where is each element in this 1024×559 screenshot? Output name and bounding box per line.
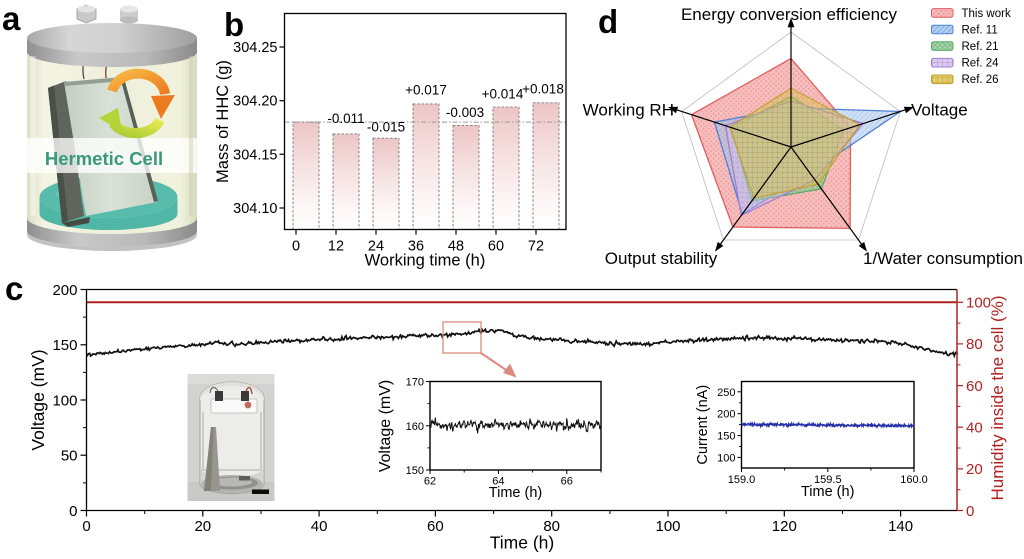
svg-text:62: 62 (424, 476, 436, 488)
svg-text:140: 140 (888, 518, 913, 535)
svg-text:100: 100 (717, 452, 735, 464)
svg-text:64: 64 (492, 476, 504, 488)
svg-text:304.25: 304.25 (233, 40, 277, 56)
svg-text:Time (h): Time (h) (801, 484, 854, 500)
svg-text:150: 150 (52, 337, 77, 354)
svg-text:Energy conversion efficiency: Energy conversion efficiency (681, 5, 898, 24)
svg-text:Ref. 21: Ref. 21 (962, 41, 999, 53)
svg-text:Output stability: Output stability (605, 249, 718, 268)
svg-text:1/Water consumption: 1/Water consumption (863, 249, 1023, 268)
svg-text:Ref. 26: Ref. 26 (962, 74, 999, 86)
svg-text:66: 66 (561, 476, 573, 488)
svg-text:Hermetic Cell: Hermetic Cell (45, 148, 163, 169)
svg-text:-0.011: -0.011 (327, 111, 364, 126)
svg-text:Ref. 11: Ref. 11 (962, 24, 998, 36)
svg-text:b: b (224, 6, 244, 43)
svg-text:170: 170 (406, 377, 424, 389)
svg-text:40: 40 (966, 420, 983, 437)
svg-text:c: c (5, 270, 23, 307)
svg-text:160.0: 160.0 (900, 474, 928, 486)
svg-text:150: 150 (406, 465, 424, 477)
svg-text:100: 100 (52, 392, 77, 409)
svg-text:Current (nA): Current (nA) (695, 385, 711, 465)
svg-text:250: 250 (717, 387, 735, 399)
svg-text:20: 20 (966, 461, 983, 478)
svg-text:60: 60 (488, 239, 504, 255)
svg-text:100: 100 (966, 295, 991, 312)
svg-text:-0.003: -0.003 (446, 105, 484, 120)
svg-text:Voltage: Voltage (911, 101, 968, 120)
svg-text:Voltage (mV): Voltage (mV) (28, 349, 48, 450)
svg-text:Ref. 24: Ref. 24 (962, 58, 1000, 70)
svg-text:150: 150 (717, 431, 735, 443)
svg-text:a: a (2, 0, 21, 37)
svg-text:80: 80 (966, 336, 983, 353)
svg-text:Time (h): Time (h) (489, 485, 542, 501)
svg-text:200: 200 (717, 409, 735, 421)
svg-text:Working time (h): Working time (h) (365, 252, 486, 270)
svg-text:304.15: 304.15 (233, 147, 277, 163)
svg-text:This work: This work (962, 8, 1011, 20)
svg-text:d: d (598, 3, 618, 40)
svg-text:304.20: 304.20 (233, 94, 277, 110)
svg-text:40: 40 (311, 518, 328, 535)
svg-text:Time (h): Time (h) (490, 533, 555, 553)
svg-text:80: 80 (543, 518, 560, 535)
svg-text:72: 72 (528, 239, 544, 255)
svg-text:60: 60 (427, 518, 444, 535)
svg-text:12: 12 (328, 239, 344, 255)
svg-text:0: 0 (82, 518, 90, 535)
svg-text:Mass of HHC (g): Mass of HHC (g) (214, 60, 232, 183)
svg-text:100: 100 (655, 518, 680, 535)
svg-text:-0.015: -0.015 (367, 120, 405, 135)
svg-text:20: 20 (194, 518, 211, 535)
svg-text:+0.017: +0.017 (405, 82, 447, 97)
svg-text:48: 48 (448, 239, 464, 255)
svg-text:60: 60 (966, 378, 983, 395)
svg-text:50: 50 (61, 448, 78, 465)
svg-text:0: 0 (69, 503, 77, 520)
svg-text:120: 120 (772, 518, 797, 535)
svg-text:200: 200 (52, 282, 77, 299)
svg-text:24: 24 (368, 239, 384, 255)
svg-text:0: 0 (966, 503, 974, 520)
svg-text:+0.018: +0.018 (522, 81, 564, 96)
svg-text:Working RH: Working RH (583, 101, 674, 120)
svg-text:+0.014: +0.014 (482, 87, 524, 102)
svg-text:304.10: 304.10 (233, 201, 277, 217)
svg-text:Voltage (mV): Voltage (mV) (377, 380, 394, 472)
svg-text:Humidity inside the cell (%): Humidity inside the cell (%) (988, 295, 1007, 500)
svg-text:0: 0 (292, 239, 300, 255)
svg-text:160: 160 (406, 421, 424, 433)
svg-text:159.5: 159.5 (814, 474, 842, 486)
svg-text:159.0: 159.0 (728, 474, 756, 486)
svg-text:36: 36 (408, 239, 424, 255)
